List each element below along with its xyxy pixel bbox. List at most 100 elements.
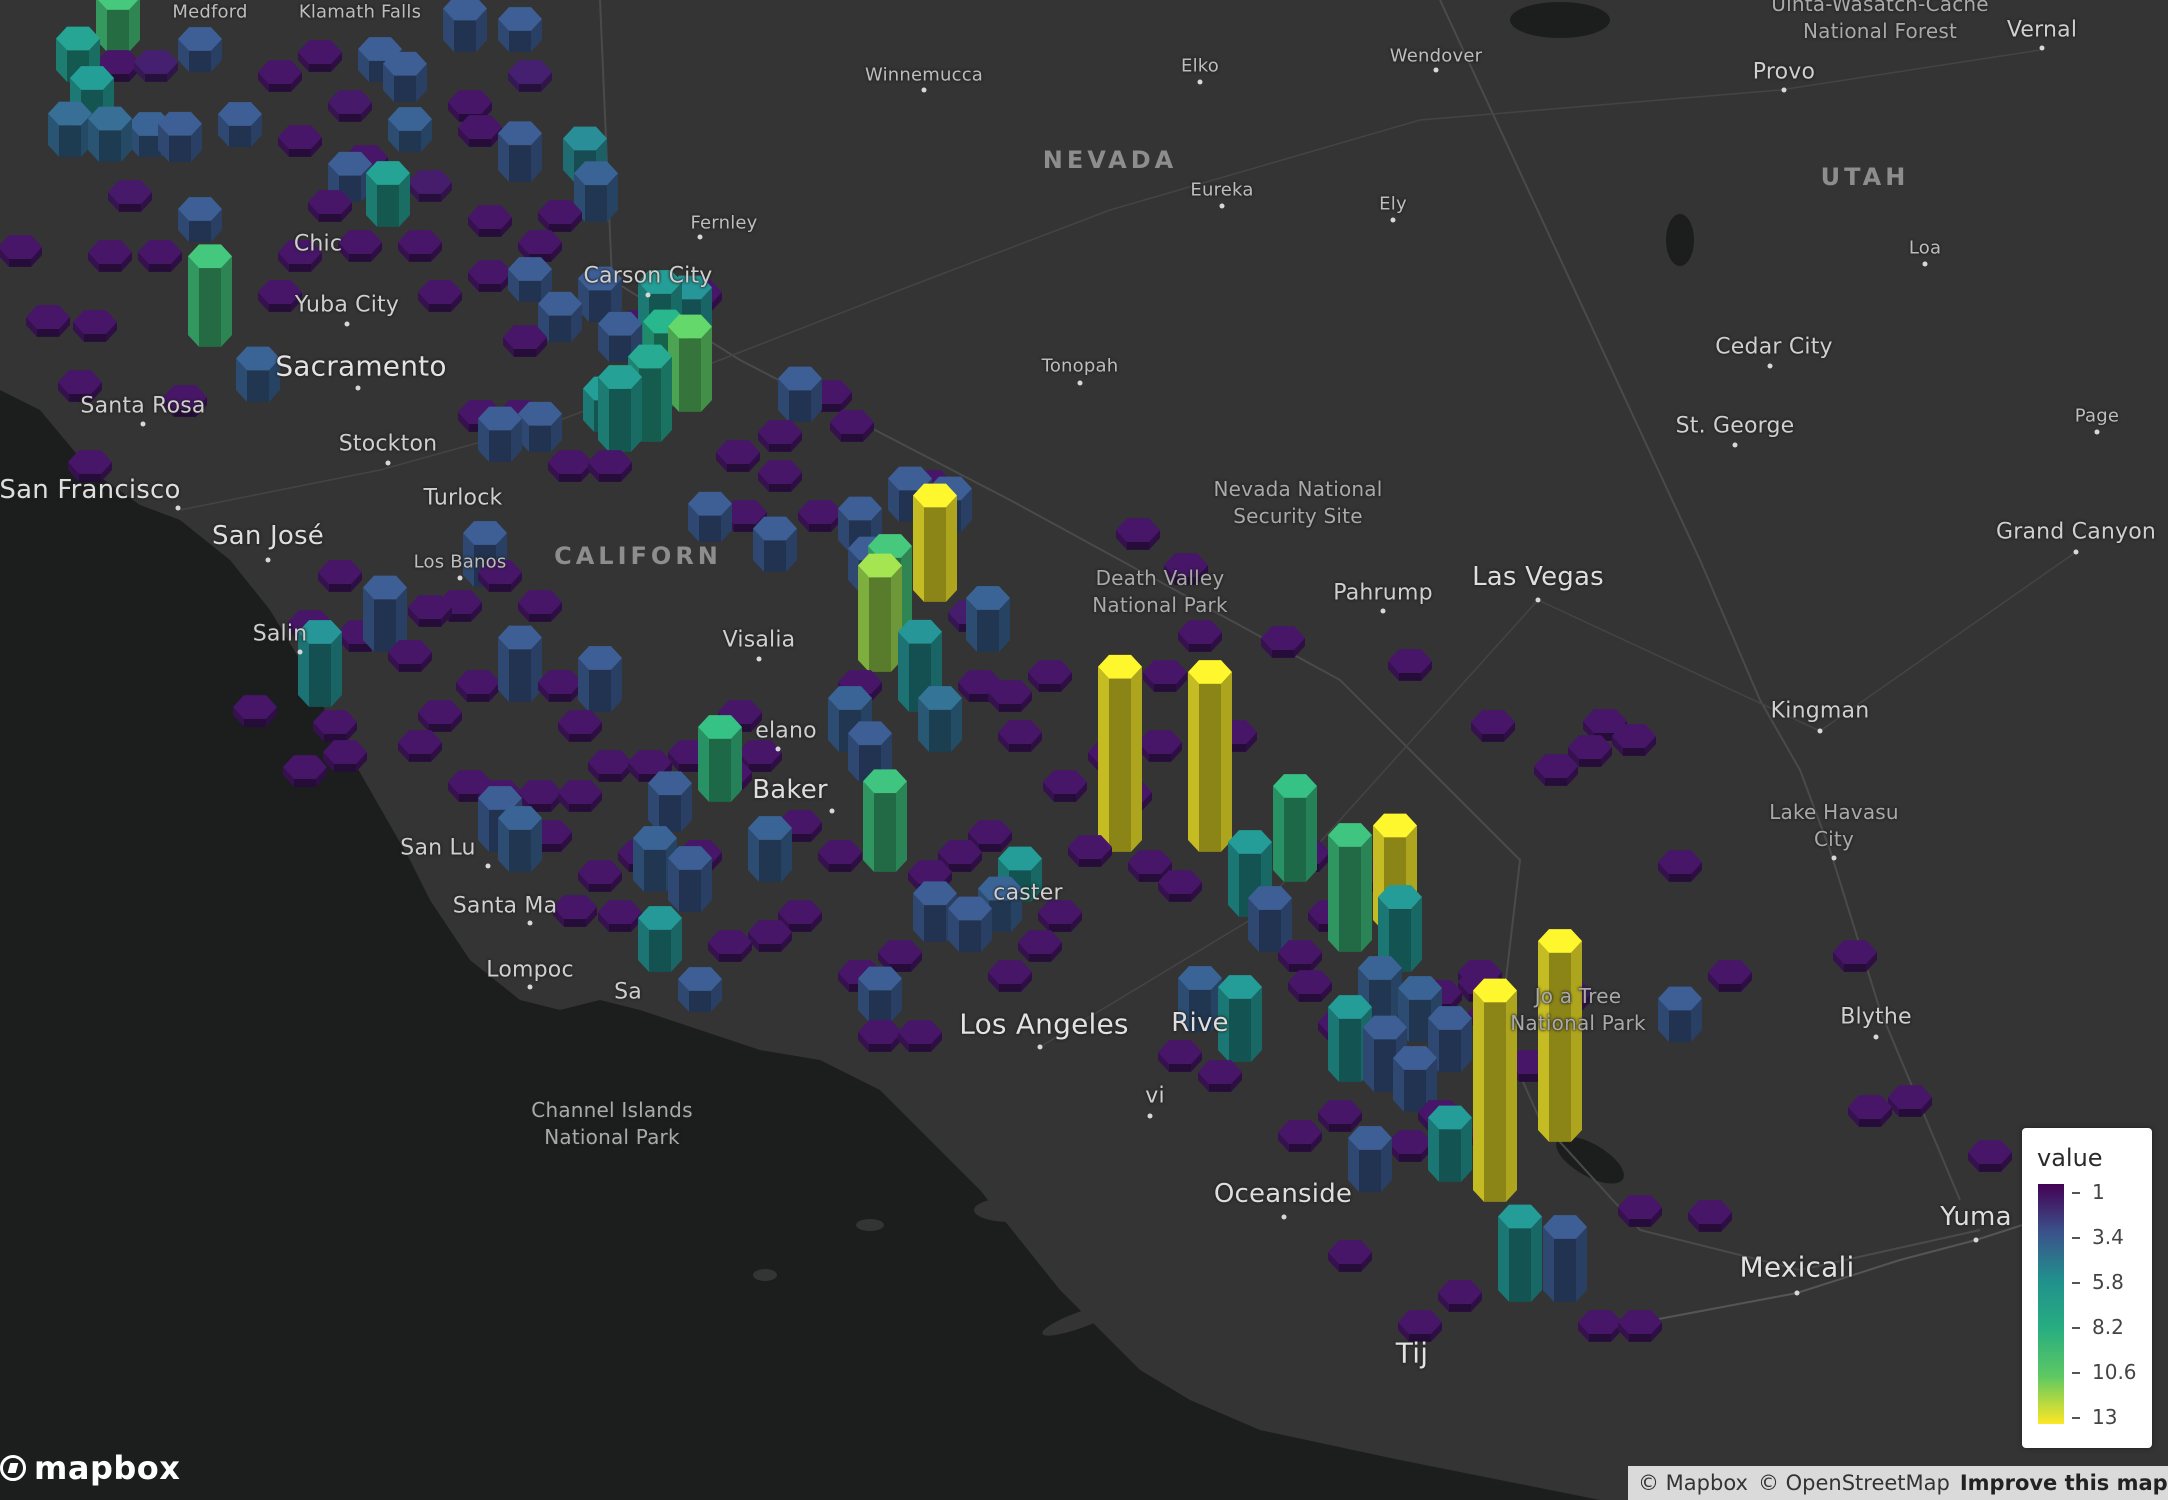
mapbox-logo[interactable]: mapbox bbox=[0, 1448, 180, 1488]
hex-column[interactable] bbox=[88, 106, 132, 162]
hex-column[interactable] bbox=[318, 560, 362, 592]
hex-column[interactable] bbox=[716, 440, 760, 472]
hex-column[interactable] bbox=[1248, 886, 1292, 952]
hex-column[interactable] bbox=[418, 700, 462, 732]
hex-column[interactable] bbox=[830, 410, 874, 442]
hex-column[interactable] bbox=[598, 365, 642, 452]
hex-column[interactable] bbox=[383, 51, 427, 102]
attribution-osm-link[interactable]: © OpenStreetMap bbox=[1757, 1471, 1950, 1495]
hex-column[interactable] bbox=[1568, 735, 1612, 767]
hex-column[interactable] bbox=[138, 240, 182, 272]
hex-column[interactable] bbox=[758, 460, 802, 492]
hex-column[interactable] bbox=[558, 780, 602, 812]
hex-column[interactable] bbox=[388, 640, 432, 672]
hex-column[interactable] bbox=[298, 620, 342, 707]
hex-column[interactable] bbox=[966, 586, 1010, 652]
hex-column[interactable] bbox=[96, 0, 140, 52]
hex-column[interactable] bbox=[508, 257, 552, 302]
hex-column[interactable] bbox=[88, 240, 132, 272]
hex-column[interactable] bbox=[233, 695, 277, 727]
hex-column[interactable] bbox=[1471, 710, 1515, 742]
hex-column[interactable] bbox=[778, 900, 822, 932]
hex-column[interactable] bbox=[863, 769, 907, 872]
hex-column[interactable] bbox=[858, 966, 902, 1022]
hex-column[interactable] bbox=[598, 311, 642, 362]
hex-column[interactable] bbox=[948, 896, 992, 952]
hex-column[interactable] bbox=[678, 967, 722, 1012]
hex-column[interactable] bbox=[503, 325, 547, 357]
hex-column[interactable] bbox=[1116, 518, 1160, 550]
hex-column[interactable] bbox=[1543, 1215, 1587, 1302]
hex-column[interactable] bbox=[1164, 553, 1208, 585]
hex-column[interactable] bbox=[443, 0, 487, 52]
hex-column[interactable] bbox=[838, 496, 882, 552]
hex-column[interactable] bbox=[258, 280, 302, 312]
hex-column[interactable] bbox=[1068, 835, 1112, 867]
hex-column[interactable] bbox=[1498, 1204, 1542, 1302]
hex-column[interactable] bbox=[508, 60, 552, 92]
hex-column[interactable] bbox=[698, 715, 742, 802]
hex-column[interactable] bbox=[498, 121, 542, 182]
hex-column[interactable] bbox=[468, 260, 512, 292]
hex-column[interactable] bbox=[283, 755, 327, 787]
hex-column[interactable] bbox=[1328, 1240, 1372, 1272]
hex-column[interactable] bbox=[758, 420, 802, 452]
hex-column[interactable] bbox=[1618, 1195, 1662, 1227]
hex-column[interactable] bbox=[0, 235, 42, 267]
hex-column[interactable] bbox=[313, 710, 357, 742]
hex-column[interactable] bbox=[938, 840, 982, 872]
hex-column[interactable] bbox=[598, 900, 642, 932]
hex-column[interactable] bbox=[988, 680, 1032, 712]
hex-column[interactable] bbox=[458, 115, 502, 147]
hex-column[interactable] bbox=[398, 730, 442, 762]
hex-column[interactable] bbox=[1288, 970, 1332, 1002]
hex-column[interactable] bbox=[998, 720, 1042, 752]
hex-column[interactable] bbox=[1138, 730, 1182, 762]
improve-map-link[interactable]: Improve this map bbox=[1959, 1471, 2168, 1495]
hex-column[interactable] bbox=[1218, 975, 1262, 1062]
hex-column[interactable] bbox=[158, 111, 202, 162]
hex-column[interactable] bbox=[668, 846, 712, 912]
hex-column[interactable] bbox=[753, 516, 797, 572]
hex-column[interactable] bbox=[1261, 626, 1305, 658]
hex-column[interactable] bbox=[553, 895, 597, 927]
hex-column[interactable] bbox=[1318, 1100, 1362, 1132]
hex-column[interactable] bbox=[1968, 1140, 2012, 1172]
hex-column[interactable] bbox=[468, 205, 512, 237]
hex-column[interactable] bbox=[1378, 885, 1422, 972]
hex-column[interactable] bbox=[688, 491, 732, 542]
hex-column[interactable] bbox=[1612, 724, 1656, 756]
hex-column[interactable] bbox=[1388, 649, 1432, 681]
hex-column[interactable] bbox=[1538, 929, 1582, 1142]
hex-column[interactable] bbox=[878, 940, 922, 972]
hex-column[interactable] bbox=[258, 60, 302, 92]
hex-column[interactable] bbox=[818, 840, 862, 872]
hex-column[interactable] bbox=[163, 385, 207, 417]
hex-column[interactable] bbox=[478, 560, 522, 592]
hex-column[interactable] bbox=[323, 740, 367, 772]
hex-column[interactable] bbox=[498, 7, 542, 52]
hex-column[interactable] bbox=[178, 197, 222, 242]
hex-column[interactable] bbox=[538, 670, 582, 702]
hex-column[interactable] bbox=[548, 450, 592, 482]
hex-column[interactable] bbox=[588, 450, 632, 482]
hex-column[interactable] bbox=[278, 125, 322, 157]
hex-column[interactable] bbox=[988, 960, 1032, 992]
hex-column[interactable] bbox=[1688, 1200, 1732, 1232]
hex-column[interactable] bbox=[26, 305, 70, 337]
hex-column[interactable] bbox=[708, 930, 752, 962]
hex-column[interactable] bbox=[858, 1020, 902, 1052]
hex-column[interactable] bbox=[236, 346, 280, 402]
hex-column[interactable] bbox=[778, 366, 822, 422]
hex-column[interactable] bbox=[1578, 1310, 1622, 1342]
hex-column[interactable] bbox=[738, 740, 782, 772]
hex-column[interactable] bbox=[498, 625, 542, 702]
hex-column[interactable] bbox=[1848, 1095, 1892, 1127]
hex-column[interactable] bbox=[218, 102, 262, 147]
hex-column[interactable] bbox=[1158, 1040, 1202, 1072]
hex-column[interactable] bbox=[1028, 660, 1072, 692]
hex-column[interactable] bbox=[578, 646, 622, 712]
hex-column[interactable] bbox=[913, 483, 957, 602]
hex-column[interactable] bbox=[538, 291, 582, 342]
hex-column[interactable] bbox=[456, 670, 500, 702]
